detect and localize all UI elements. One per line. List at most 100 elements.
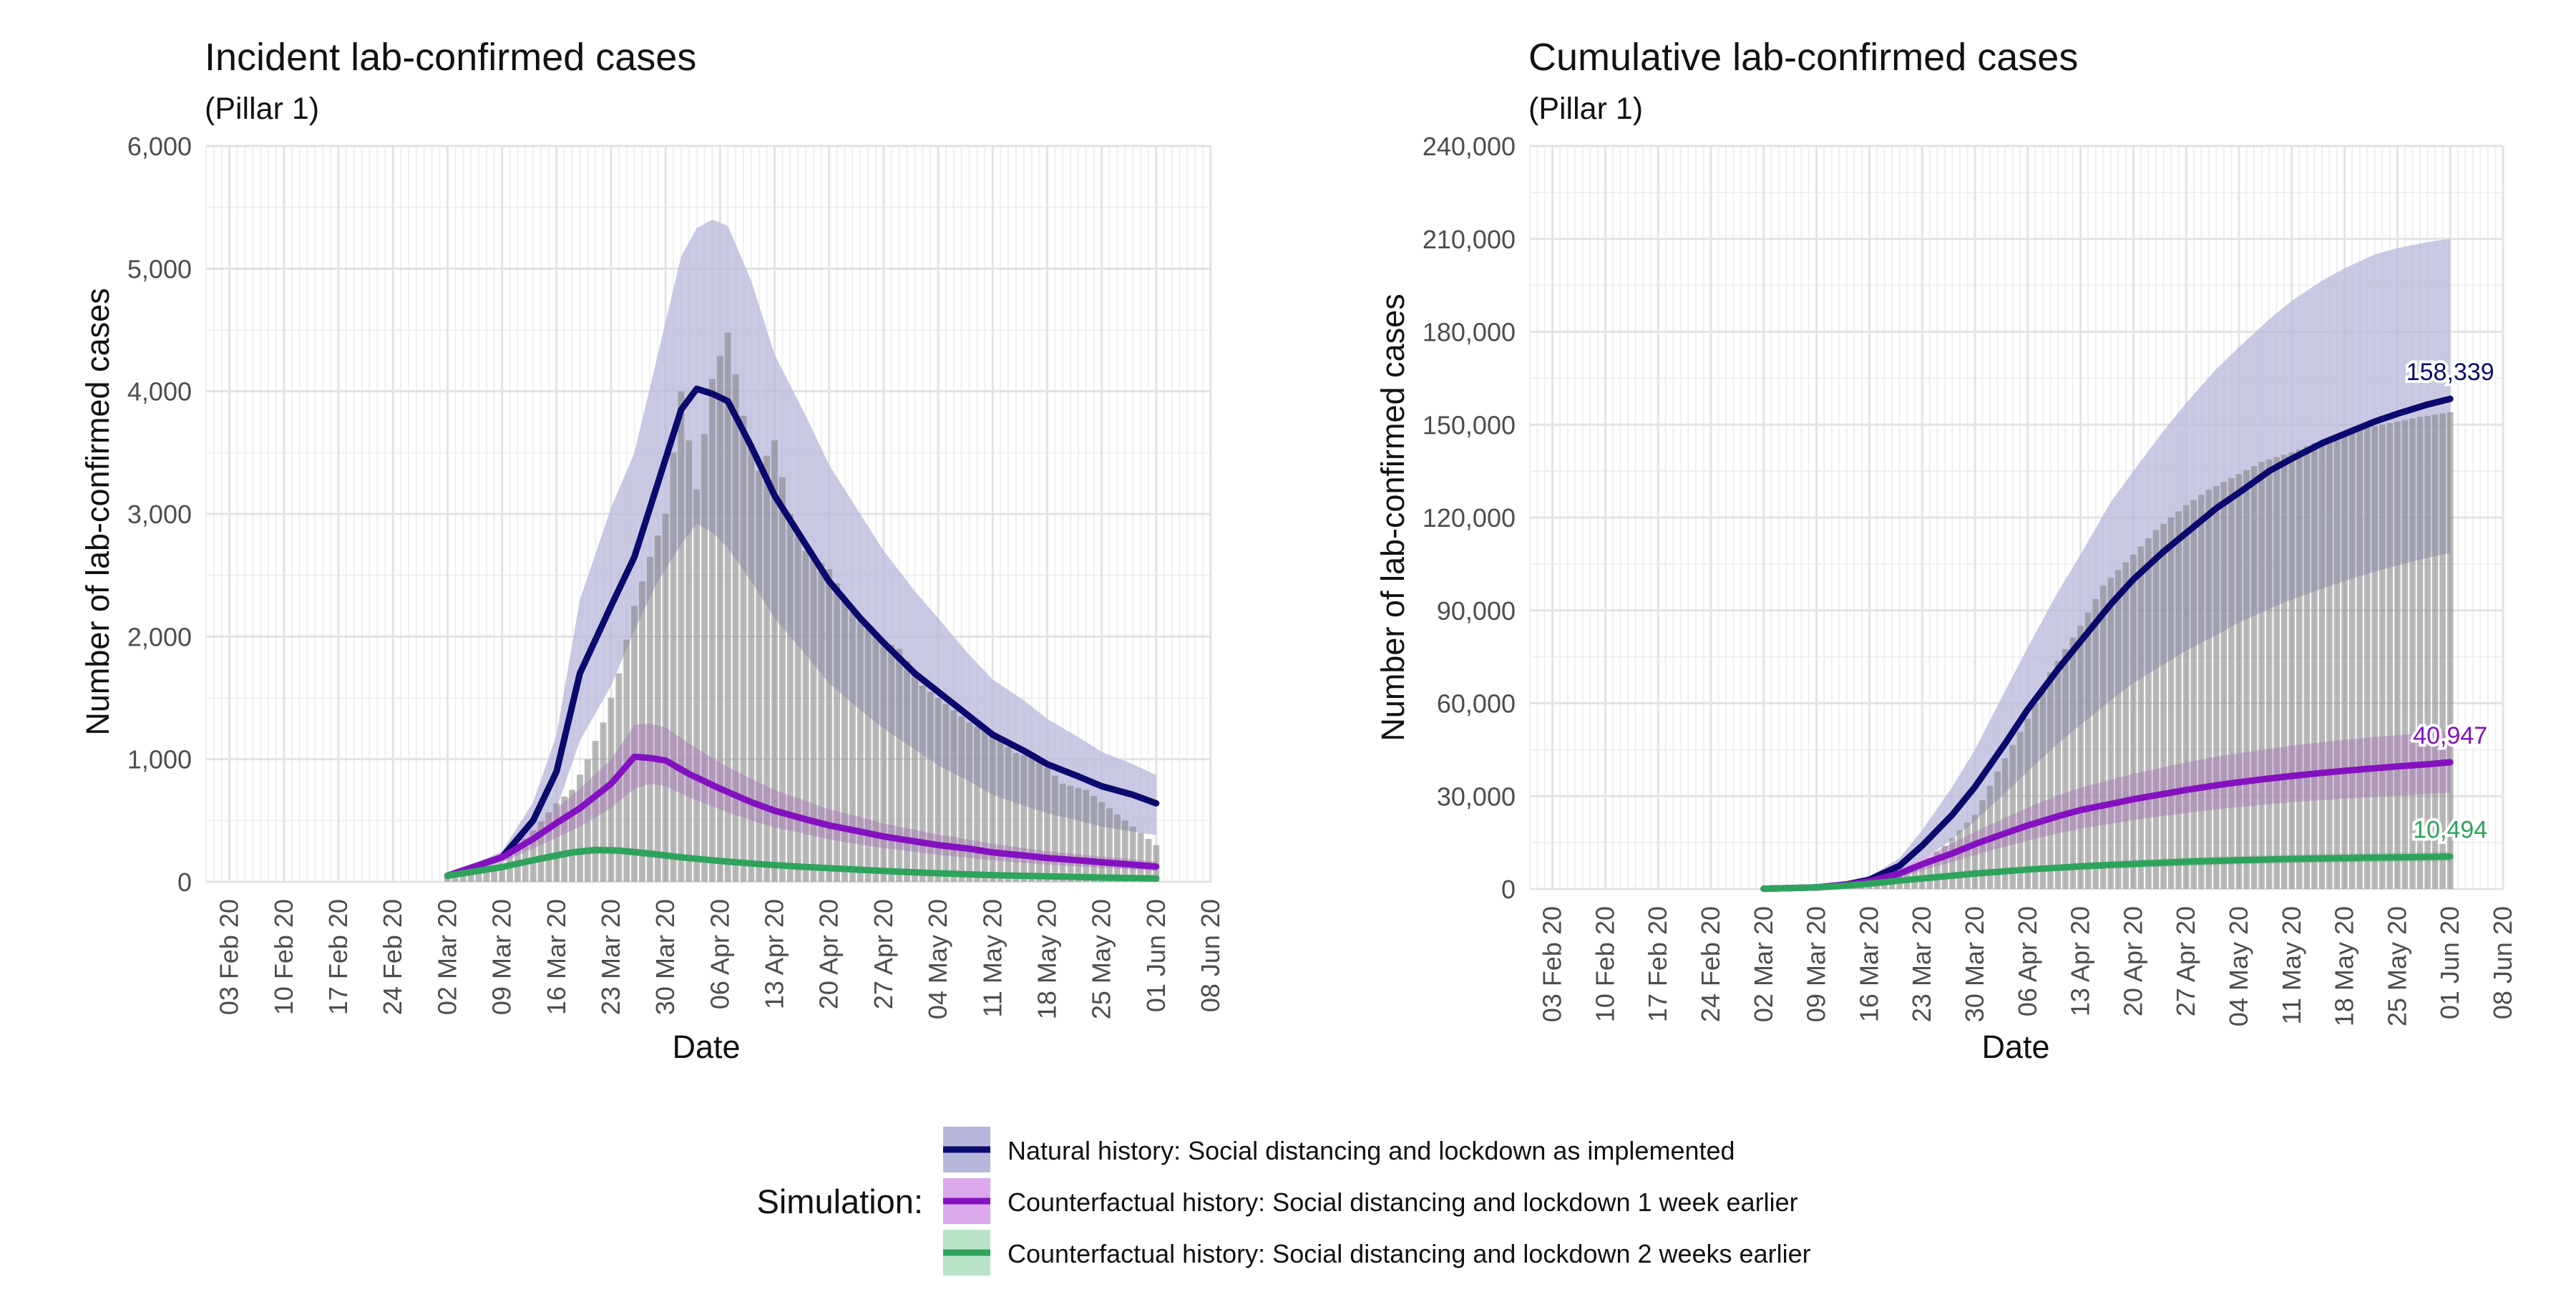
cumulative-chart-subtitle: (Pillar 1) (1528, 92, 1643, 126)
cumulative-observed-bar (2372, 426, 2379, 889)
incident-observed-bar (553, 803, 560, 882)
incident-observed-bar (678, 392, 684, 882)
incident-observed-bar (849, 612, 856, 882)
incident-observed-bar (935, 698, 942, 882)
cumulative-observed-bar (2062, 649, 2069, 889)
incident-observed-bar (1122, 820, 1128, 882)
incident-observed-bar (834, 583, 840, 882)
cumulative-y-tick-label: 0 (1501, 875, 1516, 904)
incident-observed-bar (943, 704, 950, 882)
incident-observed-bar (1052, 776, 1058, 883)
cumulative-x-tick-label: 13 Apr 20 (2066, 906, 2095, 1016)
incident-observed-bar (545, 812, 552, 882)
cumulative-observed-bar (2402, 420, 2409, 889)
cumulative-y-tick-labels: 030,00060,00090,000120,000150,000180,000… (1423, 132, 1516, 904)
cumulative-x-tick-label: 02 Mar 20 (1749, 906, 1778, 1022)
cumulative-x-tick-label: 17 Feb 20 (1643, 906, 1672, 1022)
incident-observed-bar (1083, 790, 1089, 883)
cumulative-observed-bar (2273, 457, 2280, 889)
incident-observed-bar (663, 514, 669, 882)
incident-x-tick-label: 09 Mar 20 (487, 899, 517, 1015)
cumulative-observed-bar (2175, 511, 2182, 889)
cumulative-x-tick-label: 24 Feb 20 (1696, 906, 1725, 1022)
incident-x-tick-label: 30 Mar 20 (650, 899, 680, 1015)
incident-observed-bar (787, 514, 794, 882)
incident-x-tick-label: 24 Feb 20 (378, 899, 407, 1015)
incident-observed-bar (717, 356, 723, 882)
incident-x-tick-label: 17 Feb 20 (323, 899, 353, 1015)
cumulative-y-tick-label: 180,000 (1423, 318, 1516, 347)
incident-x-tick-label: 02 Mar 20 (432, 899, 462, 1015)
incident-observed-bar (803, 550, 809, 882)
incident-x-tick-label: 03 Feb 20 (215, 899, 244, 1015)
cumulative-x-tick-label: 09 Mar 20 (1802, 906, 1831, 1022)
cumulative-observed-bar (2055, 661, 2062, 889)
incident-observed-bar (818, 563, 824, 883)
incident-observed-bar (997, 741, 1004, 882)
cumulative-y-tick-label: 60,000 (1437, 689, 1516, 719)
cumulative-x-tick-label: 10 Feb 20 (1590, 906, 1619, 1022)
cumulative-x-tick-labels: 03 Feb 20 10 Feb 20 17 Feb 20 24 Feb 20 02 M… (1538, 906, 2517, 1026)
cumulative-observed-bar (2070, 638, 2077, 889)
cumulative-observed-bar (2326, 439, 2333, 889)
incident-observed-bar (974, 727, 980, 882)
cumulative-end-label-natural: 158,339 (2406, 359, 2494, 386)
incident-observed-bar (600, 722, 607, 882)
incident-observed-bar (693, 490, 700, 882)
incident-observed-bar (1091, 796, 1097, 882)
legend-entry-natural: Natural history: Social distancing and l… (943, 1127, 1735, 1172)
incident-y-tick-label: 5,000 (127, 254, 192, 283)
incident-observed-bar (1013, 753, 1019, 882)
cumulative-x-tick-label: 03 Feb 20 (1538, 906, 1567, 1022)
cumulative-observed-bar (2243, 470, 2250, 889)
incident-observed-bar (686, 440, 692, 882)
incident-y-tick-label: 6,000 (127, 132, 192, 161)
incident-observed-bar (709, 379, 716, 883)
cumulative-observed-bar (2115, 570, 2122, 890)
cumulative-observed-bar (2092, 599, 2099, 889)
cumulative-observed-bar (2017, 732, 2024, 890)
incident-observed-bar (811, 557, 817, 882)
incident-observed-bar (1028, 757, 1035, 882)
incident-observed-bar (1114, 815, 1121, 882)
incident-observed-bar (1020, 755, 1027, 882)
cumulative-observed-bar (2130, 555, 2137, 889)
legend: Simulation: Natural history: Social dist… (757, 1127, 1811, 1276)
incident-observed-bar (756, 471, 762, 882)
cumulative-observed-bar (2077, 626, 2084, 889)
incident-x-tick-label: 27 Apr 20 (869, 899, 898, 1009)
cumulative-observed-bar (2032, 704, 2039, 890)
cumulative-observed-bar (2168, 518, 2175, 889)
incident-observed-bar (857, 621, 864, 883)
cumulative-observed-bar (2153, 530, 2160, 889)
cumulative-y-tick-label: 210,000 (1423, 225, 1516, 254)
incident-observed-bar (982, 731, 988, 882)
incident-observed-bar (779, 477, 786, 882)
cumulative-observed-bar (2387, 423, 2394, 889)
cumulative-y-tick-label: 90,000 (1437, 596, 1516, 626)
incident-observed-bar (631, 606, 638, 883)
cumulative-x-tick-label: 30 Mar 20 (1960, 906, 1989, 1022)
cumulative-observed-bar (2085, 613, 2092, 889)
incident-y-tick-label: 0 (177, 868, 192, 897)
incident-observed-bar (1060, 784, 1066, 882)
cumulative-observed-bar (1964, 822, 1971, 889)
cumulative-observed-bar (2221, 482, 2228, 889)
cumulative-x-tick-label: 18 May 20 (2330, 906, 2359, 1026)
incident-observed-bar (741, 416, 747, 882)
cumulative-observed-bar (2334, 437, 2341, 890)
cumulative-x-tick-label: 01 Jun 20 (2435, 906, 2464, 1019)
incident-observed-bar (608, 698, 615, 882)
incident-observed-bar (592, 741, 599, 882)
incident-chart-title: Incident lab-confirmed cases (205, 36, 696, 79)
incident-y-tick-label: 4,000 (127, 377, 192, 407)
incident-observed-bar (950, 710, 957, 882)
cumulative-x-tick-label: 16 Mar 20 (1854, 906, 1883, 1022)
incident-observed-bar (958, 717, 965, 882)
incident-x-tick-label: 04 May 20 (923, 899, 952, 1019)
cumulative-observed-bar (2311, 443, 2318, 889)
cumulative-y-axis-label: Number of lab-confirmed cases (1375, 293, 1411, 741)
cumulative-observed-bar (2160, 524, 2167, 889)
